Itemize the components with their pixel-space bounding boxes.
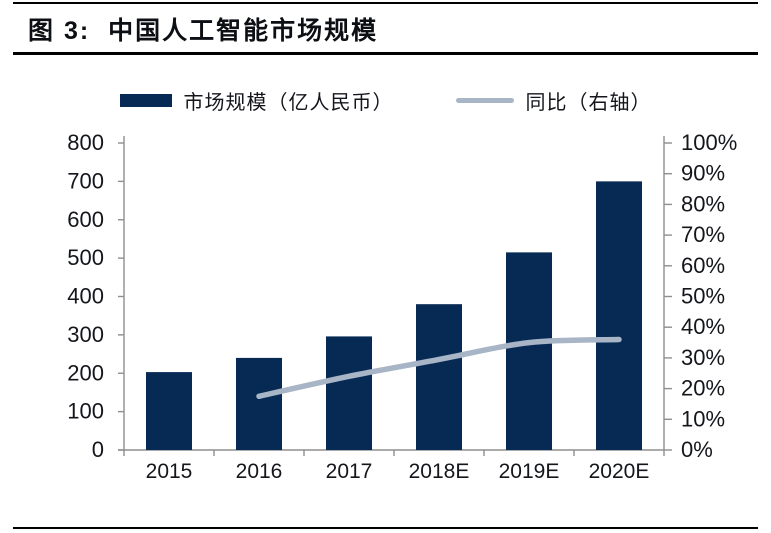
bar-2020E	[596, 181, 642, 450]
x-axis-category-label: 2017	[326, 460, 373, 483]
left-axis-tick-label: 500	[67, 245, 104, 270]
bar-2018E	[416, 304, 462, 450]
combo-chart: 0 100 200 300 400 500 600 700 800 0% 10% 20% 30% 40% 5…	[67, 130, 737, 483]
legend-label-yoy: 同比（右轴）	[525, 91, 652, 114]
left-axis-tick-label: 700	[67, 168, 104, 193]
legend-label-market-size: 市场规模（亿人民币）	[183, 91, 394, 114]
left-axis-tick-label: 600	[67, 207, 104, 232]
right-axis-tick-label: 90%	[681, 161, 725, 186]
bar-2015	[146, 372, 192, 450]
x-axis-category-label: 2015	[146, 460, 193, 483]
right-axis-tick-label: 40%	[681, 314, 725, 339]
bottom-rule	[13, 527, 758, 529]
figure-title: 图 3: 中国人工智能市场规模	[28, 17, 379, 45]
x-axis-category-label: 2019E	[499, 460, 560, 483]
right-axis-tick-label: 60%	[681, 253, 725, 278]
chart-legend: 市场规模（亿人民币） 同比（右轴）	[0, 84, 771, 116]
x-axis-category-label: 2018E	[409, 460, 470, 483]
right-axis-tick-label: 20%	[681, 376, 725, 401]
left-axis-tick-label: 400	[67, 284, 104, 309]
legend-item-market-size: 市场规模（亿人民币）	[119, 86, 394, 115]
left-axis-tick-label: 100	[67, 399, 104, 424]
right-axis-tick-label: 70%	[681, 222, 725, 247]
right-axis-tick-label: 30%	[681, 345, 725, 370]
x-axis-category-label: 2016	[236, 460, 283, 483]
left-axis-tick-label: 300	[67, 322, 104, 347]
right-axis-tick-label: 100%	[681, 130, 737, 155]
bar-2016	[236, 357, 282, 450]
x-axis-category-label: 2020E	[589, 460, 650, 483]
bar-series-swatch-icon	[119, 93, 172, 107]
right-axis-tick-label: 10%	[681, 406, 725, 431]
yoy-line	[256, 336, 622, 400]
top-rule	[13, 2, 758, 4]
line-series-swatch-icon	[455, 97, 514, 103]
header-rule	[13, 52, 758, 55]
left-axis-tick-label: 800	[67, 130, 104, 155]
right-axis-tick-label: 80%	[681, 191, 725, 216]
bar-2017	[326, 336, 372, 450]
legend-item-yoy: 同比（右轴）	[455, 86, 652, 115]
left-axis-tick-label: 200	[67, 360, 104, 385]
right-axis-tick-label: 0%	[681, 437, 713, 462]
bar-2019E	[506, 252, 552, 450]
right-axis-tick-label: 50%	[681, 284, 725, 309]
left-axis-tick-label: 0	[92, 437, 104, 462]
